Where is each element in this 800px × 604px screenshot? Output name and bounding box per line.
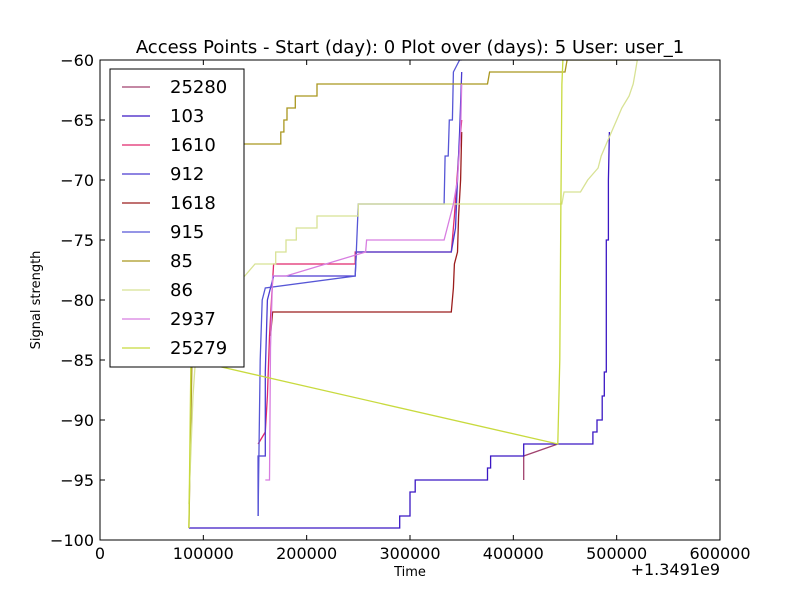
series-line-25279 bbox=[188, 60, 564, 529]
axis-ticks: 0 100000 200000 300000 400000 500000 600000 −10… bbox=[50, 51, 750, 563]
series-line-86 bbox=[188, 60, 638, 505]
series-line-1610 bbox=[257, 119, 463, 445]
legend-label-25280: 25280 bbox=[170, 77, 227, 98]
x-tick-label: 600000 bbox=[689, 544, 750, 563]
y-tick-label: −95 bbox=[60, 471, 94, 490]
legend-label-85: 85 bbox=[170, 251, 193, 272]
y-axis-label: Signal strength bbox=[29, 251, 44, 350]
y-tick-label: −60 bbox=[60, 51, 94, 70]
x-tick-label: 0 bbox=[95, 544, 105, 563]
legend: 25280 103 1610 912 1618 915 85 86 2937 25279 bbox=[109, 68, 245, 368]
legend-label-915: 915 bbox=[170, 222, 204, 243]
y-tick-label: −70 bbox=[60, 171, 94, 190]
legend-label-103: 103 bbox=[170, 106, 204, 127]
series-line-2937 bbox=[265, 83, 463, 481]
x-tick-label: 300000 bbox=[379, 544, 440, 563]
chart-title: Access Points - Start (day): 0 Plot over… bbox=[136, 37, 684, 58]
y-tick-label: −80 bbox=[60, 291, 94, 310]
y-tick-label: −100 bbox=[50, 531, 94, 550]
series-lines bbox=[188, 60, 638, 529]
legend-label-912: 912 bbox=[170, 164, 204, 185]
y-tick-label: −75 bbox=[60, 231, 94, 250]
y-tick-label: −65 bbox=[60, 111, 94, 130]
x-tick-label: 100000 bbox=[173, 544, 234, 563]
legend-box bbox=[109, 68, 245, 368]
legend-label-1618: 1618 bbox=[170, 193, 216, 214]
x-axis-offset-label: +1.3491e9 bbox=[631, 560, 720, 579]
x-tick-label: 400000 bbox=[483, 544, 544, 563]
legend-label-2937: 2937 bbox=[170, 309, 216, 330]
y-tick-label: −85 bbox=[60, 351, 94, 370]
x-axis-label: Time bbox=[393, 565, 426, 580]
series-line-1618 bbox=[269, 131, 463, 337]
x-tick-label: 200000 bbox=[276, 544, 337, 563]
legend-label-86: 86 bbox=[170, 280, 193, 301]
legend-label-25279: 25279 bbox=[170, 338, 227, 359]
legend-label-1610: 1610 bbox=[170, 135, 216, 156]
y-tick-label: −90 bbox=[60, 411, 94, 430]
x-tick-label: 500000 bbox=[586, 544, 647, 563]
